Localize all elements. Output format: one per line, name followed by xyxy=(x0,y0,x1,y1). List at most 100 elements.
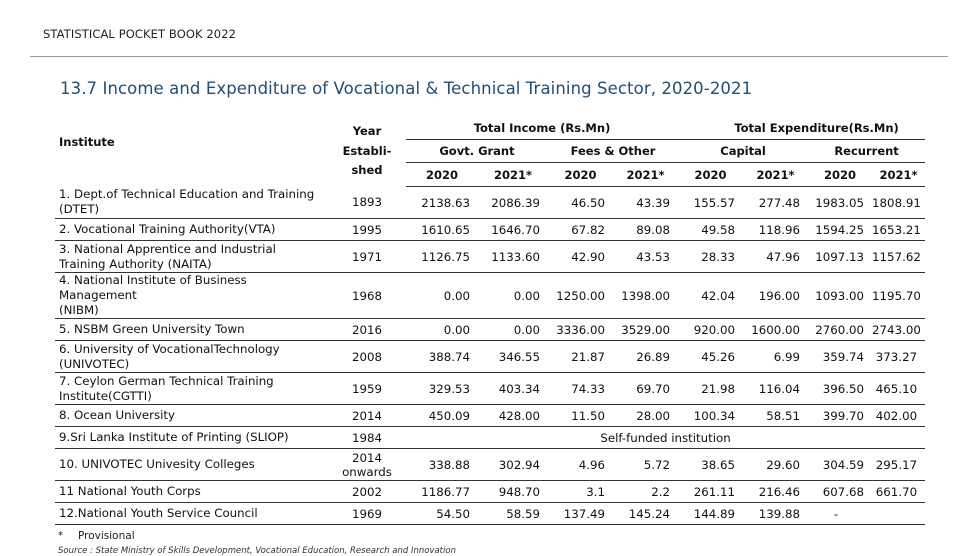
value-cell: 54.50 xyxy=(406,502,478,525)
table-row: 3. National Apprentice and Industrial Tra… xyxy=(55,240,926,273)
table-row: 2. Vocational Training Authority(VTA) 199… xyxy=(55,218,926,241)
year-established: 2014 xyxy=(328,404,406,427)
value-cell: 428.00 xyxy=(478,404,548,427)
value-cell: 43.53 xyxy=(613,240,679,273)
year-established-line: 1971 xyxy=(351,249,383,264)
value-cell: 450.09 xyxy=(406,404,478,427)
institute-name: 3. National Apprentice and Industrial Tra… xyxy=(55,240,328,273)
value-cell: 1594.25 xyxy=(808,218,873,241)
year-established-line: onwards xyxy=(342,464,392,479)
value-cell: 373.27 xyxy=(872,340,926,373)
year-column-header: 2021* xyxy=(478,162,548,187)
table-row: 1. Dept.of Technical Education and Train… xyxy=(55,186,926,219)
value-cell: 359.74 xyxy=(808,340,873,373)
institute-name-line: (DTET) xyxy=(59,202,100,217)
value-cell: 920.00 xyxy=(678,318,744,341)
institute-name-line: 10. UNIVOTEC Univesity Colleges xyxy=(59,457,255,471)
institute-name: 9.Sri Lanka Institute of Printing (SLIOP… xyxy=(55,426,328,449)
value-cell: 1250.00 xyxy=(548,272,613,319)
value-cell: 329.53 xyxy=(406,372,478,405)
institute-name: 8. Ocean University xyxy=(55,404,328,427)
value-cell: 302.94 xyxy=(478,448,548,481)
year-header-line: Establi- xyxy=(342,143,392,158)
year-established: 2014 onwards xyxy=(328,448,406,481)
value-cell: 139.88 xyxy=(743,502,809,525)
year-established-line: 1959 xyxy=(351,381,383,396)
value-cell: 607.68 xyxy=(808,480,873,503)
year-established: 2002 xyxy=(328,480,406,503)
value-cell: 3529.00 xyxy=(613,318,679,341)
institute-name-line: 4. National Institute of Business Manage… xyxy=(59,273,247,302)
value-cell: 1186.77 xyxy=(406,480,478,503)
value-cell: 26.89 xyxy=(613,340,679,373)
value-cell: 1157.62 xyxy=(872,240,926,273)
value-cell: 74.33 xyxy=(548,372,613,405)
year-established: 1984 xyxy=(328,426,406,449)
value-cell: 1398.00 xyxy=(613,272,679,319)
table-row: 9.Sri Lanka Institute of Printing (SLIOP… xyxy=(55,426,926,449)
year-column-header: 2020 xyxy=(548,162,613,187)
year-established: 1995 xyxy=(328,218,406,241)
value-cell: 465.10 xyxy=(872,372,926,405)
table-row: 10. UNIVOTEC Univesity Colleges 2014 onwar… xyxy=(55,448,926,481)
value-cell: 21.87 xyxy=(548,340,613,373)
table-row: 4. National Institute of Business Manage… xyxy=(55,272,926,319)
value-cell: 6.99 xyxy=(743,340,809,373)
value-cell: 116.04 xyxy=(743,372,809,405)
value-cell: 5.72 xyxy=(613,448,679,481)
header-divider xyxy=(30,56,948,57)
value-cell: 145.24 xyxy=(613,502,679,525)
value-cell: 1600.00 xyxy=(743,318,809,341)
year-established: 1893 xyxy=(328,186,406,219)
page-header: STATISTICAL POCKET BOOK 2022 xyxy=(43,27,237,41)
table-row: 12.National Youth Service Council 1969 54.… xyxy=(55,502,926,525)
institute-name: 5. NSBM Green University Town xyxy=(55,318,328,341)
institute-name-line: Training Authority (NAITA) xyxy=(59,256,212,271)
value-cell: 661.70 xyxy=(872,480,926,503)
year-established: 1959 xyxy=(328,372,406,405)
table-row: 7. Ceylon German Technical Training Insti… xyxy=(55,372,926,405)
value-cell: 216.46 xyxy=(743,480,809,503)
income-expenditure-table: Institute Year Establi- shed Total Incom… xyxy=(55,117,926,525)
institute-name: 10. UNIVOTEC Univesity Colleges xyxy=(55,448,328,481)
value-cell: 1126.75 xyxy=(406,240,478,273)
year-established: 1971 xyxy=(328,240,406,273)
institute-name-line: 3. National Apprentice and Industrial xyxy=(59,241,276,256)
value-cell: 42.04 xyxy=(678,272,744,319)
value-cell: 29.60 xyxy=(743,448,809,481)
value-cell: 67.82 xyxy=(548,218,613,241)
year-established-line: 2014 xyxy=(351,408,383,423)
institute-name: 2. Vocational Training Authority(VTA) xyxy=(55,218,328,241)
year-established-line: 1893 xyxy=(351,195,383,210)
year-column-header: 2020 xyxy=(406,162,478,187)
year-established-line: 1995 xyxy=(351,222,383,237)
value-cell: 388.74 xyxy=(406,340,478,373)
value-cell: 2.2 xyxy=(613,480,679,503)
footnote-text: Provisional xyxy=(78,530,135,542)
value-cell: 1983.05 xyxy=(808,186,873,219)
table-title: 13.7 Income and Expenditure of Vocationa… xyxy=(60,79,753,98)
value-cell: 58.51 xyxy=(743,404,809,427)
year-established: 1969 xyxy=(328,502,406,525)
institute-name-line: 7. Ceylon German Technical Training xyxy=(59,373,274,388)
value-cell: 144.89 xyxy=(678,502,744,525)
fees-other-header: Fees & Other xyxy=(548,139,679,163)
value-cell: 346.55 xyxy=(478,340,548,373)
year-established-header: Year Establi- shed xyxy=(328,117,406,187)
value-cell: 2086.39 xyxy=(478,186,548,219)
value-cell: 155.57 xyxy=(678,186,744,219)
value-cell: 11.50 xyxy=(548,404,613,427)
value-cell: 295.17 xyxy=(872,448,926,481)
table-row: 8. Ocean University 2014 450.09 428.00 11.50… xyxy=(55,404,926,427)
value-cell: 261.11 xyxy=(678,480,744,503)
value-cell: 402.00 xyxy=(872,404,926,427)
value-cell: 1610.65 xyxy=(406,218,478,241)
value-cell: 100.34 xyxy=(678,404,744,427)
value-cell: 3336.00 xyxy=(548,318,613,341)
year-established-line: 2002 xyxy=(351,484,383,499)
value-cell: 403.34 xyxy=(478,372,548,405)
value-cell: 948.70 xyxy=(478,480,548,503)
institute-name-line: 11 National Youth Corps xyxy=(59,484,201,498)
value-cell: - xyxy=(808,502,873,525)
value-cell: 1808.91 xyxy=(872,186,926,219)
